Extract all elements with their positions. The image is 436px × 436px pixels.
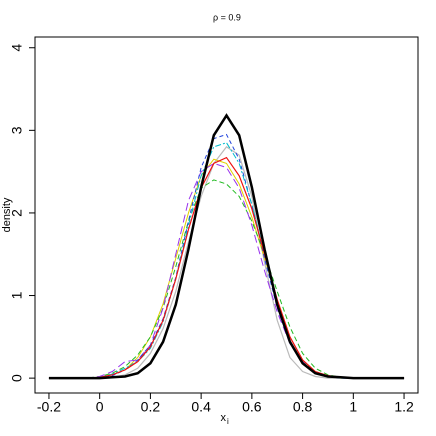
density-line	[48, 156, 405, 379]
density-line	[48, 113, 405, 380]
x-tick-label: 0.2	[141, 399, 161, 415]
density-line	[48, 146, 405, 379]
density-line	[48, 162, 405, 379]
x-axis-label-subscript: i	[227, 417, 229, 426]
density-line	[48, 133, 405, 379]
density-line	[48, 179, 405, 379]
chart-title: ρ = 0.9	[213, 12, 241, 22]
plot-frame	[34, 36, 419, 394]
y-axis-label: density	[1, 197, 13, 232]
y-tick-label: 4	[9, 44, 25, 52]
density-line	[48, 142, 405, 379]
x-tick-label: 1.2	[394, 399, 414, 415]
y-tick-label: 3	[9, 126, 25, 134]
x-tick-label: 0.4	[191, 399, 211, 415]
x-tick-label: 0.8	[293, 399, 313, 415]
density-line	[48, 158, 405, 379]
y-tick-label: 2	[9, 209, 25, 217]
x-tick-label: 0	[96, 399, 104, 415]
x-tick-label: 0.6	[242, 399, 262, 415]
x-tick-label: 1	[349, 399, 357, 415]
x-axis-label: x	[221, 412, 227, 424]
x-tick-label: -0.2	[37, 399, 61, 415]
y-tick-label: 1	[9, 291, 25, 299]
y-tick-label: 0	[9, 374, 25, 382]
